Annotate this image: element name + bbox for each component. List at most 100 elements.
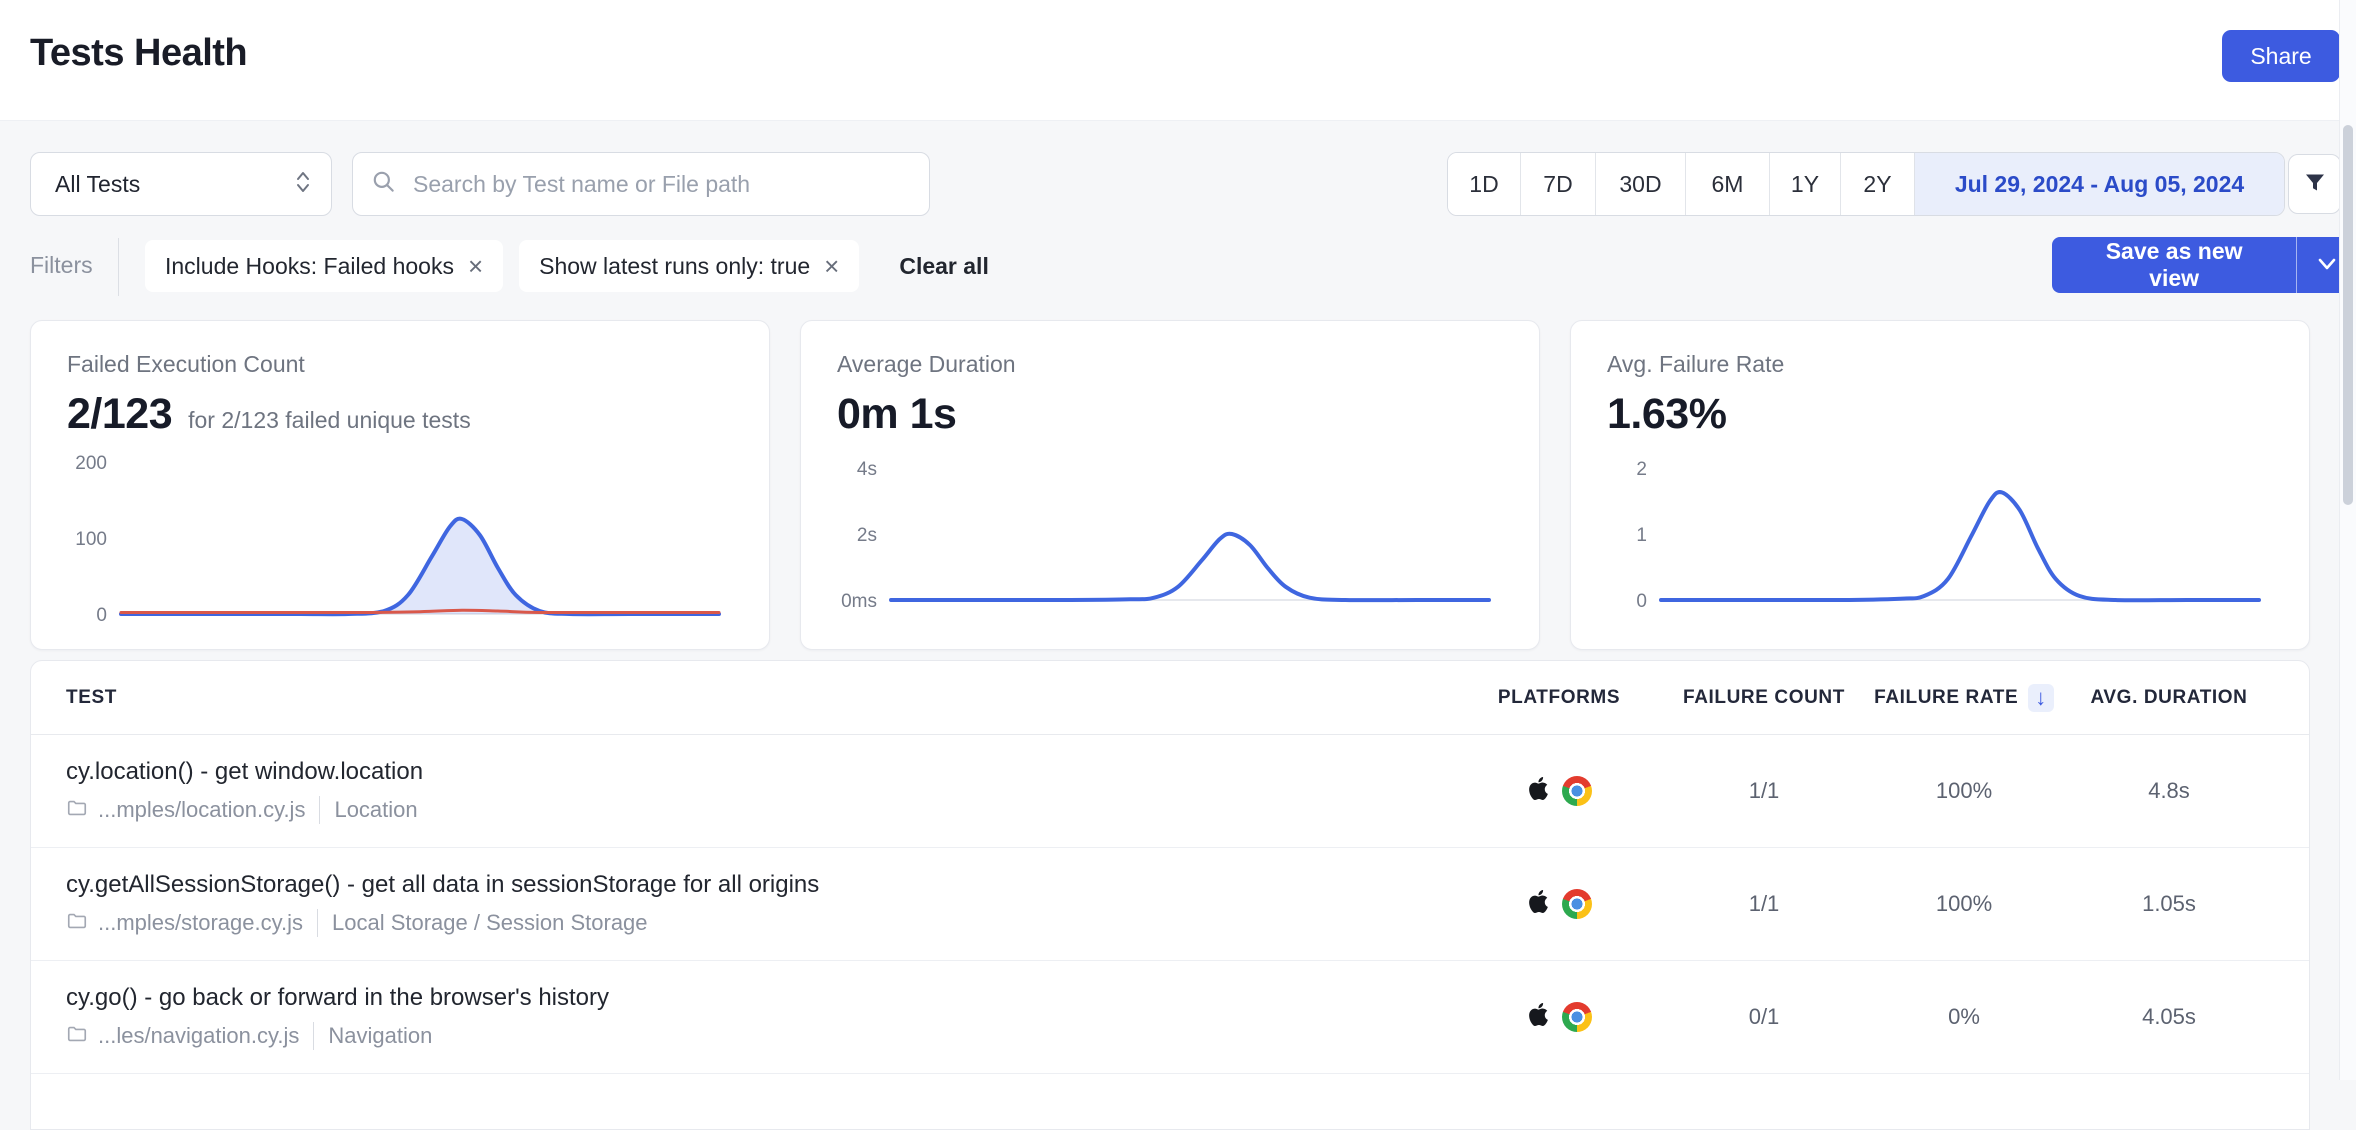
- page-title: Tests Health: [30, 32, 248, 74]
- range-button-30d[interactable]: 30D: [1595, 153, 1685, 215]
- svg-text:0: 0: [96, 605, 107, 626]
- average-duration-card: Average Duration 0m 1s 4s 2s 0ms: [800, 320, 1540, 650]
- avg-failure-rate-chart: 2 1 0: [1599, 443, 2275, 637]
- filter-funnel-button[interactable]: [2288, 154, 2341, 214]
- filters-divider: [118, 238, 119, 296]
- card-value: 0m 1s: [837, 390, 957, 438]
- test-name: cy.location() - get window.location: [66, 758, 424, 785]
- table-row[interactable]: cy.go() - go back or forward in the brow…: [31, 961, 2309, 1074]
- apple-icon: [1527, 1001, 1550, 1034]
- table-row[interactable]: cy.getAllSessionStorage() - get all data…: [31, 848, 2309, 961]
- failure-count-cell: 0/1: [1748, 1004, 1780, 1029]
- column-header-label: FAILURE RATE: [1874, 686, 2019, 708]
- custom-date-range-button[interactable]: Jul 29, 2024 - Aug 05, 2024: [1914, 153, 2284, 215]
- remove-filter-icon[interactable]: ×: [824, 251, 840, 281]
- filters-label: Filters: [30, 252, 93, 278]
- search-box: [352, 152, 930, 216]
- platforms-cell: [1454, 1001, 1664, 1034]
- chrome-icon: [1561, 776, 1592, 806]
- column-header-platforms[interactable]: PLATFORMS: [1497, 686, 1621, 708]
- meta-divider: [317, 909, 318, 937]
- table-row[interactable]: cy.location() - get window.location ...m…: [31, 735, 2309, 848]
- funnel-icon: [2303, 171, 2327, 198]
- avg-duration-cell: 4.05s: [2142, 1004, 2196, 1029]
- svg-text:100: 100: [75, 529, 107, 550]
- platforms-cell: [1454, 775, 1664, 808]
- test-cell: cy.getAllSessionStorage() - get all data…: [66, 871, 1454, 937]
- card-subtitle: for 2/123 failed unique tests: [188, 407, 471, 433]
- column-header-failure-count[interactable]: FAILURE COUNT: [1683, 686, 1845, 708]
- test-name: cy.getAllSessionStorage() - get all data…: [66, 871, 820, 898]
- remove-filter-icon[interactable]: ×: [467, 251, 484, 281]
- card-title: Average Duration: [837, 351, 1016, 377]
- test-file-path: ...les/navigation.cy.js: [98, 1023, 300, 1048]
- svg-text:4s: 4s: [857, 459, 877, 480]
- apple-icon: [1527, 775, 1550, 808]
- filter-chip-include-hooks[interactable]: Include Hooks: Failed hooks ×: [145, 240, 504, 292]
- test-group: Navigation: [328, 1023, 433, 1048]
- search-icon: [371, 169, 397, 200]
- test-name: cy.go() - go back or forward in the brow…: [66, 984, 609, 1011]
- range-button-1d[interactable]: 1D: [1448, 153, 1520, 215]
- meta-divider: [319, 796, 321, 824]
- range-button-6m[interactable]: 6M: [1685, 153, 1769, 215]
- avg-duration-cell: 1.05s: [2142, 891, 2196, 916]
- tests-table: TEST PLATFORMS FAILURE COUNT FAILURE RAT…: [30, 660, 2310, 1130]
- card-title: Avg. Failure Rate: [1607, 351, 1785, 377]
- range-button-7d[interactable]: 7D: [1520, 153, 1595, 215]
- failure-rate-cell: 0%: [1948, 1004, 1980, 1029]
- save-as-new-view-button[interactable]: Save as new view: [2052, 237, 2297, 293]
- test-cell: cy.location() - get window.location ...m…: [66, 758, 1454, 824]
- avg-failure-rate-card: Avg. Failure Rate 1.63% 2 1 0: [1570, 320, 2310, 650]
- svg-text:0: 0: [1636, 591, 1647, 612]
- failure-rate-cell: 100%: [1935, 778, 1993, 803]
- failed-execution-count-chart: 200 100 0: [59, 443, 735, 637]
- failure-count-cell: 1/1: [1748, 891, 1780, 916]
- folder-icon: [66, 1023, 88, 1050]
- test-file-path: ...mples/location.cy.js: [98, 797, 306, 822]
- chrome-icon: [1561, 889, 1592, 919]
- folder-icon: [66, 797, 88, 824]
- svg-text:1: 1: [1636, 525, 1647, 546]
- card-title: Failed Execution Count: [67, 351, 305, 377]
- select-stepper-icon: [295, 168, 311, 201]
- test-group: Local Storage / Session Storage: [332, 910, 648, 935]
- card-value: 1.63%: [1607, 390, 1727, 438]
- table-header-row: TEST PLATFORMS FAILURE COUNT FAILURE RAT…: [31, 661, 2309, 735]
- average-duration-chart: 4s 2s 0ms: [829, 443, 1505, 637]
- filter-chip-label: Include Hooks: Failed hooks: [165, 252, 454, 279]
- scrollbar-thumb[interactable]: [2343, 125, 2353, 505]
- column-header-test: TEST: [66, 686, 117, 708]
- avg-duration-cell: 4.8s: [2148, 778, 2190, 803]
- range-button-2y[interactable]: 2Y: [1840, 153, 1914, 215]
- apple-icon: [1527, 888, 1550, 921]
- date-range-segmented-control: 1D 7D 30D 6M 1Y 2Y Jul 29, 2024 - Aug 05…: [1447, 152, 2285, 216]
- svg-text:200: 200: [75, 453, 107, 474]
- column-header-avg-duration[interactable]: AVG. DURATION: [2090, 686, 2248, 708]
- test-scope-value: All Tests: [55, 170, 141, 197]
- folder-icon: [66, 910, 88, 937]
- sort-descending-icon[interactable]: ↓: [2028, 683, 2054, 712]
- filter-chip-latest-runs[interactable]: Show latest runs only: true ×: [519, 240, 860, 292]
- meta-divider: [313, 1022, 315, 1050]
- failed-execution-count-card: Failed Execution Count 2/123 for 2/123 f…: [30, 320, 770, 650]
- test-scope-select[interactable]: All Tests: [30, 152, 332, 216]
- chrome-icon: [1561, 1002, 1592, 1032]
- search-input[interactable]: [411, 169, 911, 199]
- svg-text:0ms: 0ms: [841, 591, 877, 612]
- top-bar: Tests Health Share: [0, 0, 2340, 121]
- failure-rate-cell: 100%: [1935, 891, 1993, 916]
- test-file-path: ...mples/storage.cy.js: [98, 910, 303, 935]
- card-value: 2/123: [67, 390, 173, 438]
- clear-all-filters-button[interactable]: Clear all: [893, 252, 995, 281]
- test-group: Location: [334, 797, 418, 822]
- share-button[interactable]: Share: [2222, 30, 2340, 82]
- test-cell: cy.go() - go back or forward in the brow…: [66, 984, 1454, 1050]
- failure-count-cell: 1/1: [1748, 778, 1780, 803]
- svg-text:2: 2: [1636, 459, 1647, 480]
- scrollbar-track[interactable]: [2339, 0, 2356, 1080]
- chevron-down-icon: [2317, 257, 2337, 274]
- range-button-1y[interactable]: 1Y: [1769, 153, 1840, 215]
- svg-text:2s: 2s: [857, 525, 877, 546]
- column-header-failure-rate[interactable]: FAILURE RATE ↓: [1864, 683, 2064, 712]
